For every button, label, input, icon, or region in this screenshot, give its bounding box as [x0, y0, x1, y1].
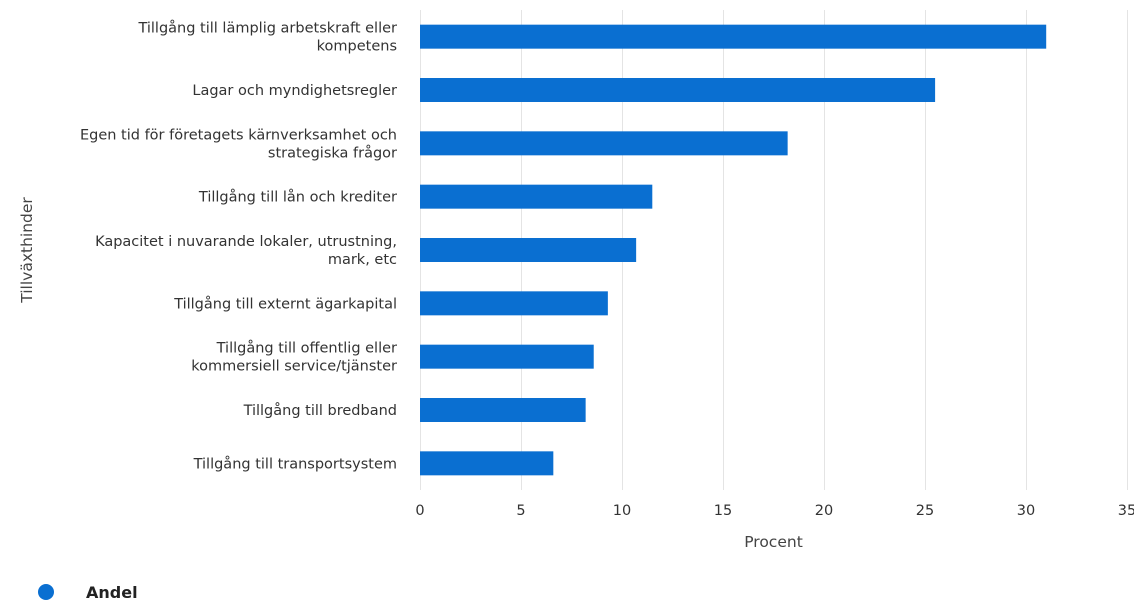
category-label: Tillgång till bredband [243, 402, 397, 419]
category-label-line: Egen tid för företagets kärnverksamhet o… [80, 127, 397, 143]
bars [420, 24, 1047, 476]
category-label: Tillgång till lämplig arbetskraft eller k… [137, 20, 397, 55]
category-label: Lagar och myndighetsregler [192, 83, 397, 99]
category-label-line: kommersiell service/tjänster [191, 359, 397, 375]
category-labels: Tillgång till lämplig arbetskraft eller k… [80, 20, 397, 473]
x-tick-label: 0 [415, 503, 424, 519]
category-label: Tillgång till offentlig eller kommersiell… [191, 340, 397, 375]
x-axis-title: Procent [744, 533, 803, 551]
x-tick-label: 5 [516, 503, 525, 519]
x-tick-label: 20 [815, 503, 833, 519]
category-label: Egen tid för företagets kärnverksamhet o… [80, 127, 397, 161]
legend[interactable]: Andel [38, 583, 138, 602]
x-tick-label: 10 [613, 503, 631, 519]
category-label: Tillgång till transportsystem [193, 455, 397, 472]
legend-marker [38, 584, 54, 600]
x-tick-label: 25 [916, 503, 934, 519]
category-label-line: Tillgång till lämplig arbetskraft eller [137, 20, 397, 37]
category-label-line: Kapacitet i nuvarande lokaler, utrustnin… [95, 234, 397, 250]
category-label-line: strategiska frågor [268, 144, 397, 161]
category-label: Tillgång till lån och krediter [198, 189, 397, 206]
bar[interactable] [420, 344, 594, 369]
x-tick-label: 15 [714, 503, 732, 519]
bar[interactable] [420, 451, 554, 476]
y-axis-title: Tillväxthinder [18, 197, 36, 304]
bar[interactable] [420, 131, 788, 156]
category-label-line: Tillgång till offentlig eller [216, 340, 397, 357]
legend-label: Andel [86, 583, 138, 602]
category-label-line: Tillgång till lån och krediter [198, 189, 397, 206]
bar[interactable] [420, 291, 608, 316]
category-label-line: kompetens [317, 39, 397, 55]
bar[interactable] [420, 24, 1047, 49]
bar[interactable] [420, 398, 586, 422]
bar[interactable] [420, 184, 653, 209]
category-label: Kapacitet i nuvarande lokaler, utrustnin… [95, 234, 397, 268]
category-label: Tillgång till externt ägarkapital [173, 295, 397, 312]
x-tick-labels: 0 5 10 15 20 25 30 35 [415, 503, 1134, 519]
category-label-line: mark, etc [328, 252, 397, 268]
category-label-line: Lagar och myndighetsregler [192, 83, 397, 99]
x-tick-label: 35 [1118, 503, 1134, 519]
category-label-line: Tillgång till transportsystem [193, 455, 397, 472]
category-label-line: Tillgång till bredband [243, 402, 397, 419]
bar[interactable] [420, 238, 637, 262]
bar[interactable] [420, 78, 936, 102]
category-label-line: Tillgång till externt ägarkapital [173, 295, 397, 312]
x-tick-label: 30 [1017, 503, 1035, 519]
